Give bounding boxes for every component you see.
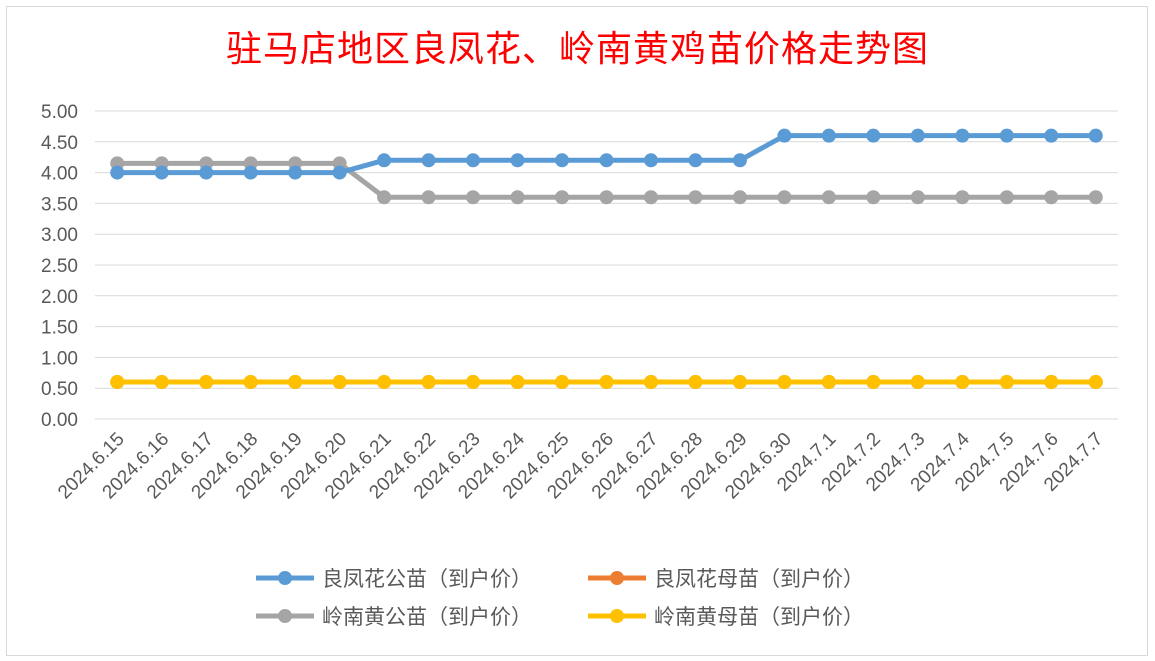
legend-label: 岭南黄公苗（到户价） <box>322 605 532 629</box>
legend-marker <box>610 571 624 585</box>
data-point <box>377 153 392 168</box>
data-point <box>555 190 570 205</box>
data-point <box>599 190 614 205</box>
data-point <box>999 128 1014 143</box>
data-point <box>955 128 970 143</box>
data-point <box>243 375 258 390</box>
data-point <box>377 375 392 390</box>
data-point <box>510 153 525 168</box>
data-point <box>377 190 392 205</box>
data-point <box>955 375 970 390</box>
legend-entry: 良凤花公苗（到户价） <box>256 567 532 591</box>
chart-title: 驻马店地区良凤花、岭南黄鸡苗价格走势图 <box>225 29 929 70</box>
data-point <box>643 375 658 390</box>
gridlines <box>95 110 1118 420</box>
y-tick-label: 5.00 <box>41 102 78 123</box>
series-3 <box>110 375 1103 390</box>
y-tick-label: 3.00 <box>41 225 78 246</box>
legend-label: 岭南黄母苗（到户价） <box>654 605 864 629</box>
data-point <box>866 375 881 390</box>
data-point <box>1044 128 1059 143</box>
data-point <box>154 165 169 180</box>
chart-frame <box>6 6 1148 656</box>
legend-label: 良凤花公苗（到户价） <box>322 567 532 591</box>
data-point <box>243 165 258 180</box>
data-point <box>421 153 436 168</box>
data-point <box>288 375 303 390</box>
data-point <box>732 375 747 390</box>
legend: 良凤花公苗（到户价） 良凤花母苗（到户价） 岭南黄公苗（到户价） 岭南黄母苗（到户价） <box>256 567 864 629</box>
data-point <box>910 190 925 205</box>
data-point <box>732 190 747 205</box>
data-point <box>821 190 836 205</box>
legend-label: 良凤花母苗（到户价） <box>654 567 864 591</box>
data-point <box>999 375 1014 390</box>
data-point <box>999 190 1014 205</box>
data-point <box>599 375 614 390</box>
legend-entry: 岭南黄母苗（到户价） <box>588 605 864 629</box>
data-point <box>421 375 436 390</box>
data-point <box>1088 190 1103 205</box>
data-point <box>199 165 214 180</box>
data-point <box>1044 375 1059 390</box>
data-point <box>154 375 169 390</box>
y-tick-label: 3.50 <box>41 194 78 215</box>
y-tick-label: 1.50 <box>41 318 78 339</box>
data-point <box>643 153 658 168</box>
legend-marker <box>278 571 292 585</box>
data-point <box>866 128 881 143</box>
data-point <box>199 375 214 390</box>
data-point <box>599 153 614 168</box>
data-point <box>777 190 792 205</box>
data-point <box>910 375 925 390</box>
data-point <box>288 165 303 180</box>
y-tick-label: 0.00 <box>41 410 78 431</box>
y-tick-label: 2.50 <box>41 256 78 277</box>
legend-entry: 岭南黄公苗（到户价） <box>256 605 532 629</box>
data-point <box>688 190 703 205</box>
data-point <box>1044 190 1059 205</box>
data-point <box>688 153 703 168</box>
legend-entry: 良凤花母苗（到户价） <box>588 567 864 591</box>
data-point <box>466 375 481 390</box>
data-point <box>510 190 525 205</box>
data-point <box>110 375 125 390</box>
data-point <box>643 190 658 205</box>
y-tick-label: 4.00 <box>41 164 78 185</box>
data-point <box>1088 128 1103 143</box>
data-point <box>910 128 925 143</box>
y-axis-ticks: 0.00 0.50 1.00 1.50 2.00 2.50 3.00 3.50 4.00 4.50… <box>41 102 78 431</box>
data-point <box>466 190 481 205</box>
data-point <box>1088 375 1103 390</box>
data-point <box>821 128 836 143</box>
data-point <box>555 153 570 168</box>
legend-marker <box>610 609 624 623</box>
data-point <box>332 375 347 390</box>
y-tick-label: 0.50 <box>41 379 78 400</box>
x-axis-ticks: 2024.6.152024.6.162024.6.172024.6.182024… <box>54 428 1107 503</box>
data-point <box>866 190 881 205</box>
legend-marker <box>278 609 292 623</box>
y-tick-label: 2.00 <box>41 287 78 308</box>
data-point <box>110 165 125 180</box>
data-point <box>688 375 703 390</box>
data-point <box>332 165 347 180</box>
data-point <box>955 190 970 205</box>
data-point <box>777 128 792 143</box>
y-tick-label: 1.00 <box>41 348 78 369</box>
data-point <box>555 375 570 390</box>
series-group <box>110 128 1103 390</box>
series-0 <box>110 128 1103 180</box>
data-point <box>510 375 525 390</box>
data-point <box>821 375 836 390</box>
y-tick-label: 4.50 <box>41 133 78 154</box>
data-point <box>466 153 481 168</box>
data-point <box>732 153 747 168</box>
data-point <box>421 190 436 205</box>
data-point <box>777 375 792 390</box>
